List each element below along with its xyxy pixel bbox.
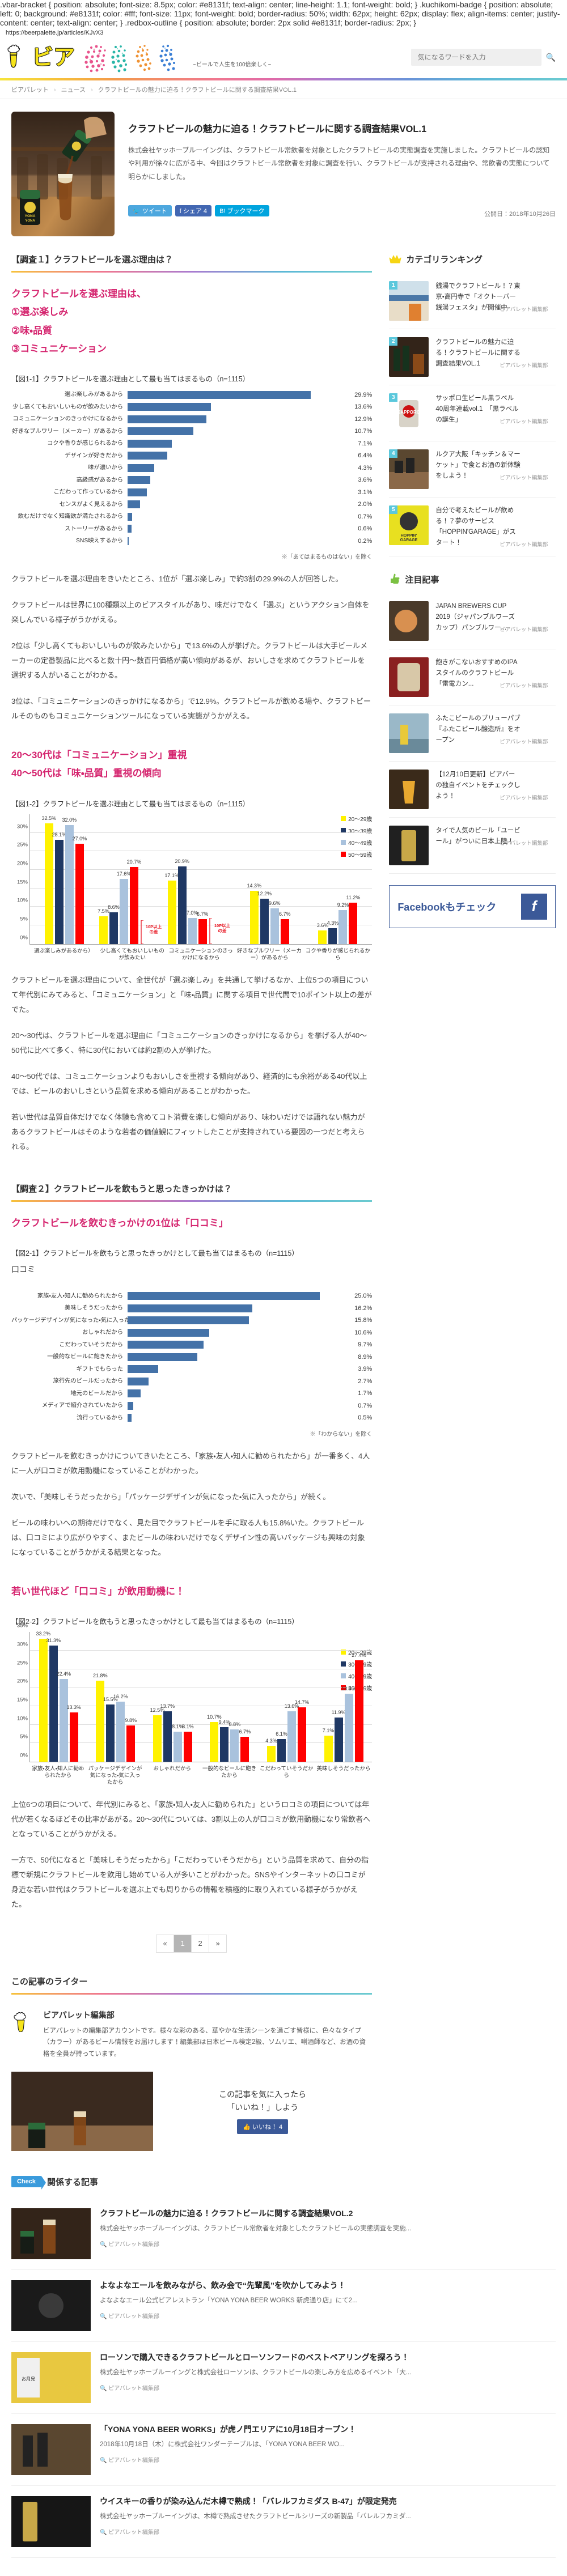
- svg-text:ビア: ビア: [32, 46, 75, 70]
- svg-text:の差: の差: [218, 928, 226, 933]
- svg-text:10P以上: 10P以上: [146, 924, 162, 929]
- svg-text:お月見: お月見: [22, 2377, 35, 2382]
- svg-text:10P以上: 10P以上: [214, 923, 230, 928]
- svg-text:SAPPORO: SAPPORO: [397, 410, 420, 415]
- svg-text:HOPPIN': HOPPIN': [401, 534, 417, 538]
- svg-text:GARAGE: GARAGE: [400, 538, 418, 542]
- svg-text:の差: の差: [149, 929, 158, 934]
- svg-text:YONA: YONA: [25, 219, 35, 223]
- svg-text:YONA: YONA: [25, 214, 36, 218]
